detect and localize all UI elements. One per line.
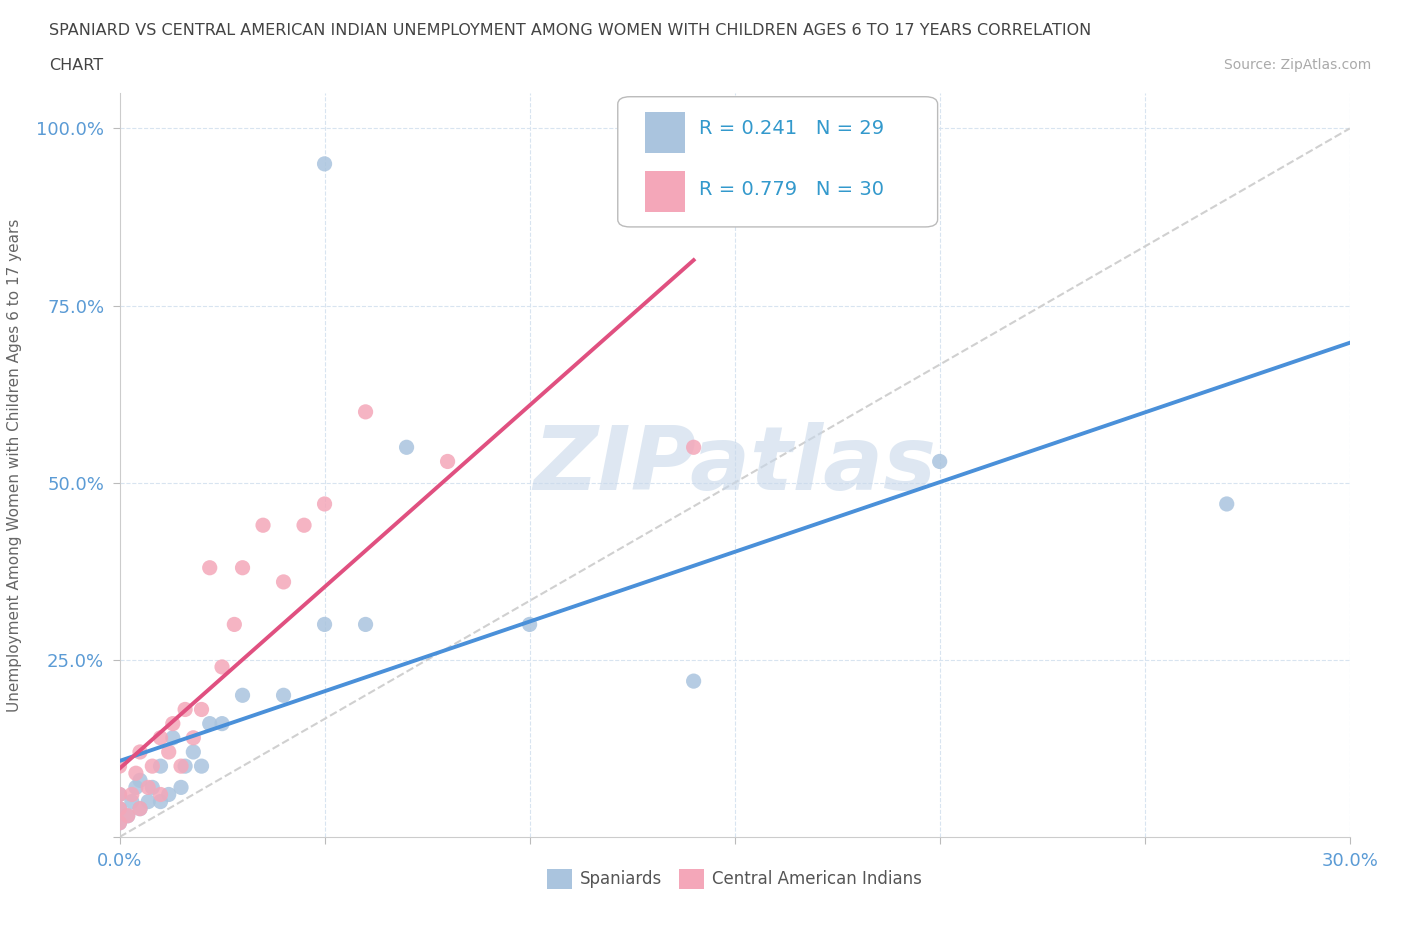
Point — [211, 659, 233, 674]
Point — [198, 716, 221, 731]
Point — [395, 440, 418, 455]
Point — [108, 787, 131, 802]
Point — [231, 560, 254, 575]
Point — [198, 560, 221, 575]
Point — [117, 808, 139, 823]
Point — [183, 730, 205, 745]
Point — [190, 759, 212, 774]
FancyBboxPatch shape — [617, 97, 938, 227]
Point — [174, 759, 197, 774]
Point — [682, 440, 704, 455]
Point — [129, 773, 152, 788]
Point — [162, 716, 184, 731]
Point — [224, 617, 246, 631]
Text: SPANIARD VS CENTRAL AMERICAN INDIAN UNEMPLOYMENT AMONG WOMEN WITH CHILDREN AGES : SPANIARD VS CENTRAL AMERICAN INDIAN UNEM… — [49, 23, 1091, 38]
Text: R = 0.241   N = 29: R = 0.241 N = 29 — [699, 119, 884, 138]
Point — [183, 745, 205, 760]
Point — [519, 617, 541, 631]
FancyBboxPatch shape — [645, 171, 686, 212]
Point — [129, 802, 152, 817]
Point — [170, 759, 193, 774]
Point — [157, 787, 180, 802]
Point — [108, 802, 131, 817]
Point — [125, 765, 148, 780]
Point — [273, 688, 295, 703]
Point — [125, 780, 148, 795]
Point — [129, 802, 152, 817]
FancyBboxPatch shape — [645, 112, 686, 153]
Point — [354, 405, 377, 419]
Point — [149, 730, 172, 745]
Point — [141, 780, 163, 795]
Point — [314, 497, 336, 512]
Point — [136, 794, 159, 809]
Point — [157, 745, 180, 760]
Point — [149, 759, 172, 774]
Y-axis label: Unemployment Among Women with Children Ages 6 to 17 years: Unemployment Among Women with Children A… — [7, 219, 22, 711]
Legend: Spaniards, Central American Indians: Spaniards, Central American Indians — [540, 862, 929, 896]
Point — [136, 780, 159, 795]
Text: Source: ZipAtlas.com: Source: ZipAtlas.com — [1223, 58, 1371, 72]
Point — [1216, 497, 1239, 512]
Point — [121, 787, 143, 802]
Point — [108, 816, 131, 830]
Point — [117, 808, 139, 823]
Point — [121, 794, 143, 809]
Point — [273, 575, 295, 590]
Point — [174, 702, 197, 717]
Point — [436, 454, 458, 469]
Point — [108, 787, 131, 802]
Point — [314, 156, 336, 171]
Point — [314, 617, 336, 631]
Point — [108, 816, 131, 830]
Point — [149, 794, 172, 809]
Point — [108, 802, 131, 817]
Point — [928, 454, 950, 469]
Point — [129, 745, 152, 760]
Point — [149, 787, 172, 802]
Point — [292, 518, 315, 533]
Point — [231, 688, 254, 703]
Point — [354, 617, 377, 631]
Text: CHART: CHART — [49, 58, 103, 73]
Point — [170, 780, 193, 795]
Point — [108, 759, 131, 774]
Text: R = 0.779   N = 30: R = 0.779 N = 30 — [699, 179, 884, 199]
Text: ZIPatlas: ZIPatlas — [533, 421, 936, 509]
Point — [252, 518, 274, 533]
Point — [190, 702, 212, 717]
Point — [211, 716, 233, 731]
Point — [141, 759, 163, 774]
Point — [162, 730, 184, 745]
Point — [682, 673, 704, 688]
